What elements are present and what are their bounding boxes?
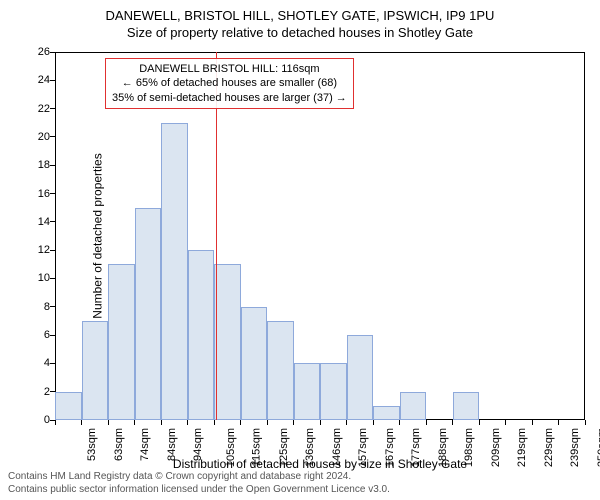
histogram-bar (241, 307, 268, 420)
chart-title-main: DANEWELL, BRISTOL HILL, SHOTLEY GATE, IP… (0, 0, 600, 23)
y-tick (50, 165, 55, 166)
x-tick (585, 420, 586, 425)
x-tick (161, 420, 162, 425)
x-tick (452, 420, 453, 425)
annotation-line3: 35% of semi-detached houses are larger (… (112, 91, 347, 105)
x-tick (55, 420, 56, 425)
y-tick (50, 136, 55, 137)
x-tick (293, 420, 294, 425)
x-tick (373, 420, 374, 425)
y-tick-label: 24 (38, 74, 50, 86)
chart-plot-area: Number of detached properties 0246810121… (55, 52, 585, 420)
annotation-box: DANEWELL BRISTOL HILL: 116sqm← 65% of de… (105, 58, 354, 109)
x-tick (426, 420, 427, 425)
y-tick-label: 12 (38, 244, 50, 256)
histogram-bar (108, 264, 135, 420)
histogram-bar (135, 208, 162, 420)
histogram-bar (320, 363, 347, 420)
y-tick-label: 14 (38, 216, 50, 228)
y-tick (50, 193, 55, 194)
histogram-bar (214, 264, 241, 420)
histogram-bar (161, 123, 188, 420)
histogram-plot: 0246810121416182022242653sqm63sqm74sqm84… (55, 52, 585, 420)
footer-line1: Contains HM Land Registry data © Crown c… (8, 470, 390, 483)
y-tick (50, 363, 55, 364)
chart-container: DANEWELL, BRISTOL HILL, SHOTLEY GATE, IP… (0, 0, 600, 500)
y-tick-label: 10 (38, 272, 50, 284)
top-axis-line (55, 52, 585, 53)
y-tick (50, 108, 55, 109)
y-tick (50, 306, 55, 307)
x-tick (240, 420, 241, 425)
histogram-bar (267, 321, 294, 420)
annotation-line2: ← 65% of detached houses are smaller (68… (112, 76, 347, 90)
histogram-bar (294, 363, 321, 420)
y-tick-label: 2 (44, 386, 50, 398)
x-tick (134, 420, 135, 425)
y-tick-label: 18 (38, 159, 50, 171)
y-tick (50, 278, 55, 279)
y-tick-label: 6 (44, 329, 50, 341)
x-axis-label: Distribution of detached houses by size … (55, 457, 585, 471)
x-tick (505, 420, 506, 425)
x-tick (399, 420, 400, 425)
histogram-bar (188, 250, 215, 420)
x-tick (346, 420, 347, 425)
chart-title-sub: Size of property relative to detached ho… (0, 23, 600, 40)
histogram-bar (453, 392, 480, 420)
histogram-bar (400, 392, 427, 420)
histogram-bar (373, 406, 400, 420)
x-tick (320, 420, 321, 425)
y-tick (50, 335, 55, 336)
x-tick (108, 420, 109, 425)
x-tick (267, 420, 268, 425)
y-tick (50, 52, 55, 53)
x-tick-label: 250sqm (596, 428, 600, 467)
right-axis-line (584, 52, 585, 420)
x-tick (187, 420, 188, 425)
x-tick (81, 420, 82, 425)
histogram-bar (55, 392, 82, 420)
histogram-bar (82, 321, 109, 420)
histogram-bar (347, 335, 374, 420)
y-tick-label: 4 (44, 357, 50, 369)
y-tick-label: 26 (38, 46, 50, 58)
x-tick (558, 420, 559, 425)
y-tick (50, 80, 55, 81)
y-axis-line (55, 52, 56, 420)
footer-line2: Contains public sector information licen… (8, 483, 390, 496)
y-tick (50, 221, 55, 222)
y-tick (50, 250, 55, 251)
x-tick (214, 420, 215, 425)
footer-attribution: Contains HM Land Registry data © Crown c… (8, 470, 390, 496)
annotation-line1: DANEWELL BRISTOL HILL: 116sqm (112, 62, 347, 76)
y-tick-label: 20 (38, 131, 50, 143)
y-tick-label: 22 (38, 103, 50, 115)
y-tick-label: 8 (44, 301, 50, 313)
x-tick (532, 420, 533, 425)
y-tick-label: 16 (38, 188, 50, 200)
x-tick (479, 420, 480, 425)
y-tick-label: 0 (44, 414, 50, 426)
